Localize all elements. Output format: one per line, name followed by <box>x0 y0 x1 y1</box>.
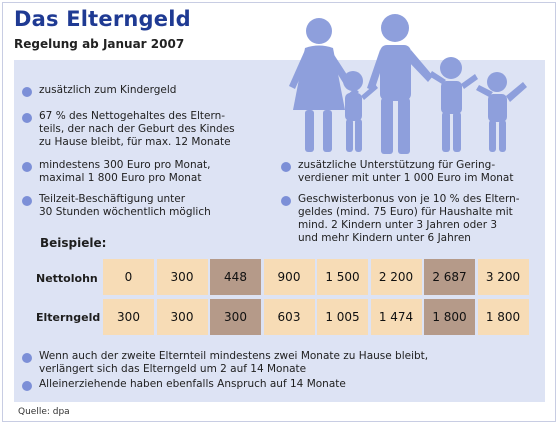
source-note: Quelle: dpa <box>18 407 70 417</box>
table-cell: 1 005 <box>317 299 368 335</box>
table-cell: 1 500 <box>317 259 368 295</box>
bullet-zweiter-elternteil: Wenn auch der zweite Elternteil mindeste… <box>22 350 428 376</box>
bullet-text: und mehr Kindern unter 6 Jahren <box>298 232 471 244</box>
bullet-text: Alleinerziehende haben ebenfalls Anspruc… <box>39 378 346 390</box>
bullet-kindergeld: zusätzlich zum Kindergeld <box>22 84 176 97</box>
bullet-alleinerziehende: Alleinerziehende haben ebenfalls Anspruc… <box>22 378 346 391</box>
table-cell: 603 <box>263 299 315 335</box>
bullet-dot-icon <box>22 353 32 363</box>
bullet-text: zusätzliche Unterstützung für Gering- <box>298 159 496 171</box>
bullet-text: 30 Stunden wöchentlich möglich <box>39 206 211 218</box>
bullet-text: verdiener mit unter 1 000 Euro im Monat <box>298 172 514 184</box>
bullet-text: Wenn auch der zweite Elternteil mindeste… <box>39 350 429 362</box>
mother-head-icon <box>306 18 332 44</box>
table-cell: 900 <box>263 259 315 295</box>
page-title: Das Elterngeld <box>14 7 191 31</box>
bullet-dot-icon <box>281 162 291 172</box>
row-label-elterngeld: Elterngeld <box>36 311 101 324</box>
bullet-text: 67 % des Nettogehaltes des Eltern- <box>39 110 226 122</box>
bullet-teilzeit: Teilzeit-Beschäftigung unter 30 Stunden … <box>22 193 211 219</box>
bullet-dot-icon <box>22 87 32 97</box>
table-cell: 1 474 <box>370 299 422 335</box>
table-cell: 300 <box>210 299 261 335</box>
table-cell: 1 800 <box>424 299 475 335</box>
bullet-text: teils, der nach der Geburt des Kindes <box>39 123 235 135</box>
bullet-text: zu Hause bleibt, für max. 12 Monate <box>39 136 231 148</box>
bullet-text: mindestens 300 Euro pro Monat, <box>39 159 211 171</box>
table-cell: 448 <box>210 259 261 295</box>
bullet-text: Geschwisterbonus von je 10 % des Eltern- <box>298 193 520 205</box>
bullet-min-max: mindestens 300 Euro pro Monat, maximal 1… <box>22 159 211 185</box>
table-cell: 1 800 <box>477 299 529 335</box>
bullet-text: mind. 2 Kindern unter 3 Jahren oder 3 <box>298 219 498 231</box>
table-cell: 300 <box>156 299 208 335</box>
table-cell: 3 200 <box>477 259 529 295</box>
bullet-text: zusätzlich zum Kindergeld <box>39 84 177 96</box>
table-cell: 2 687 <box>424 259 475 295</box>
bullet-text: geldes (mind. 75 Euro) für Haushalte mit <box>298 206 513 218</box>
table-cell: 2 200 <box>370 259 422 295</box>
bullet-text: maximal 1 800 Euro pro Monat <box>39 172 202 184</box>
bullet-geringverdiener: zusätzliche Unterstützung für Gering- ve… <box>281 159 513 185</box>
table-cell: 300 <box>156 259 208 295</box>
bullet-geschwisterbonus: Geschwisterbonus von je 10 % des Eltern-… <box>281 193 520 245</box>
examples-heading: Beispiele: <box>40 236 107 250</box>
bullet-dot-icon <box>22 196 32 206</box>
row-label-nettolohn: Nettolohn <box>36 272 98 285</box>
mother-dress-icon <box>293 45 345 110</box>
page-subtitle: Regelung ab Januar 2007 <box>14 37 185 51</box>
bullet-text: Teilzeit-Beschäftigung unter <box>39 193 186 205</box>
bullet-dot-icon <box>281 196 291 206</box>
bullet-dot-icon <box>22 113 32 123</box>
family-illustration-icon <box>289 14 527 154</box>
bullet-nettogehalt: 67 % des Nettogehaltes des Eltern- teils… <box>22 110 235 149</box>
table-cell: 300 <box>103 299 154 335</box>
bullet-dot-icon <box>22 381 32 391</box>
bullet-dot-icon <box>22 162 32 172</box>
bullet-text: verlängert sich das Elterngeld um 2 auf … <box>39 363 307 375</box>
table-cell: 0 <box>103 259 154 295</box>
